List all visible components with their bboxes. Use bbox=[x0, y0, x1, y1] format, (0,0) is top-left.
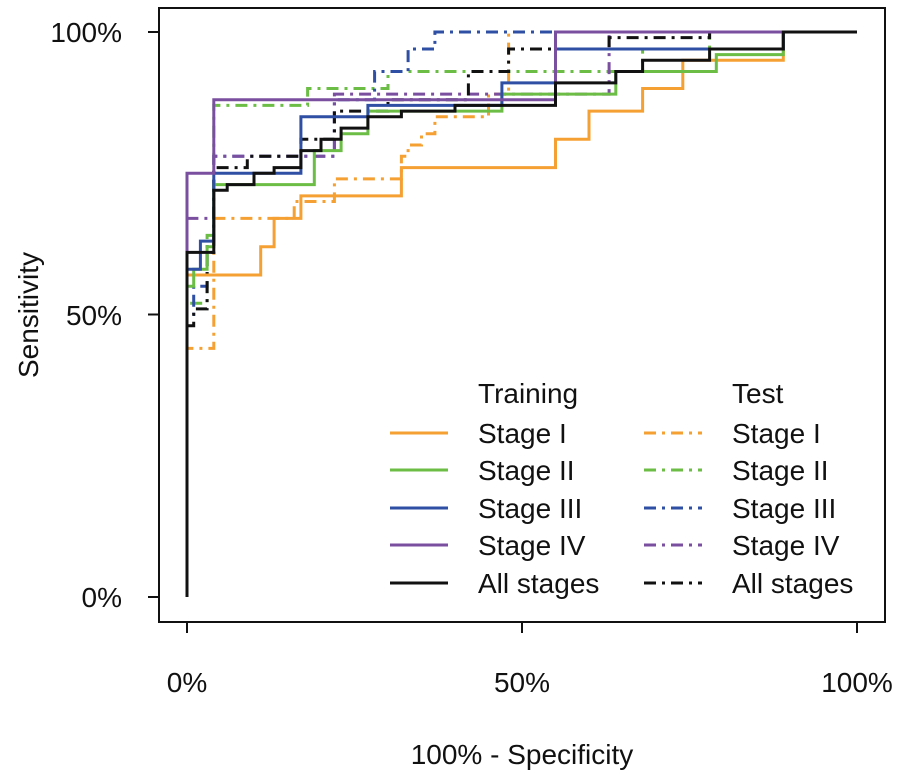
legend-label-test-stage-i: Stage I bbox=[732, 418, 821, 449]
curve-training-stage-iv bbox=[185, 30, 857, 597]
x-tick-label-100: 100% bbox=[821, 667, 893, 698]
x-axis: 0% 50% 100% bbox=[167, 622, 893, 698]
roc-curves bbox=[185, 30, 857, 597]
y-axis: 0% 50% 100% bbox=[50, 17, 159, 613]
legend-title-training: Training bbox=[478, 378, 578, 409]
legend-label-test-stage-iv: Stage IV bbox=[732, 530, 840, 561]
legend-label-training-stage-iii: Stage III bbox=[478, 493, 582, 524]
x-tick-label-50: 50% bbox=[494, 667, 550, 698]
y-tick-label-100: 100% bbox=[50, 17, 122, 48]
legend-label-training-all-stages: All stages bbox=[478, 568, 599, 599]
legend-label-training-stage-ii: Stage II bbox=[478, 455, 575, 486]
legend-label-test-all-stages: All stages bbox=[732, 568, 853, 599]
legend-title-test: Test bbox=[732, 378, 784, 409]
x-tick-label-0: 0% bbox=[167, 667, 207, 698]
y-tick-label-50: 50% bbox=[66, 300, 122, 331]
legend-label-training-stage-i: Stage I bbox=[478, 418, 567, 449]
legend-label-training-stage-iv: Stage IV bbox=[478, 530, 586, 561]
x-axis-title: 100% - Specificity bbox=[411, 739, 634, 770]
curve-training-all-stages bbox=[185, 30, 857, 597]
y-tick-label-0: 0% bbox=[82, 582, 122, 613]
legend-label-test-stage-ii: Stage II bbox=[732, 455, 829, 486]
legend-label-test-stage-iii: Stage III bbox=[732, 493, 836, 524]
y-axis-title: Sensitivity bbox=[13, 252, 44, 378]
curve-test-stage-iv bbox=[185, 30, 857, 597]
legend: Training Test Stage I Stage I Stage II S… bbox=[390, 378, 853, 599]
